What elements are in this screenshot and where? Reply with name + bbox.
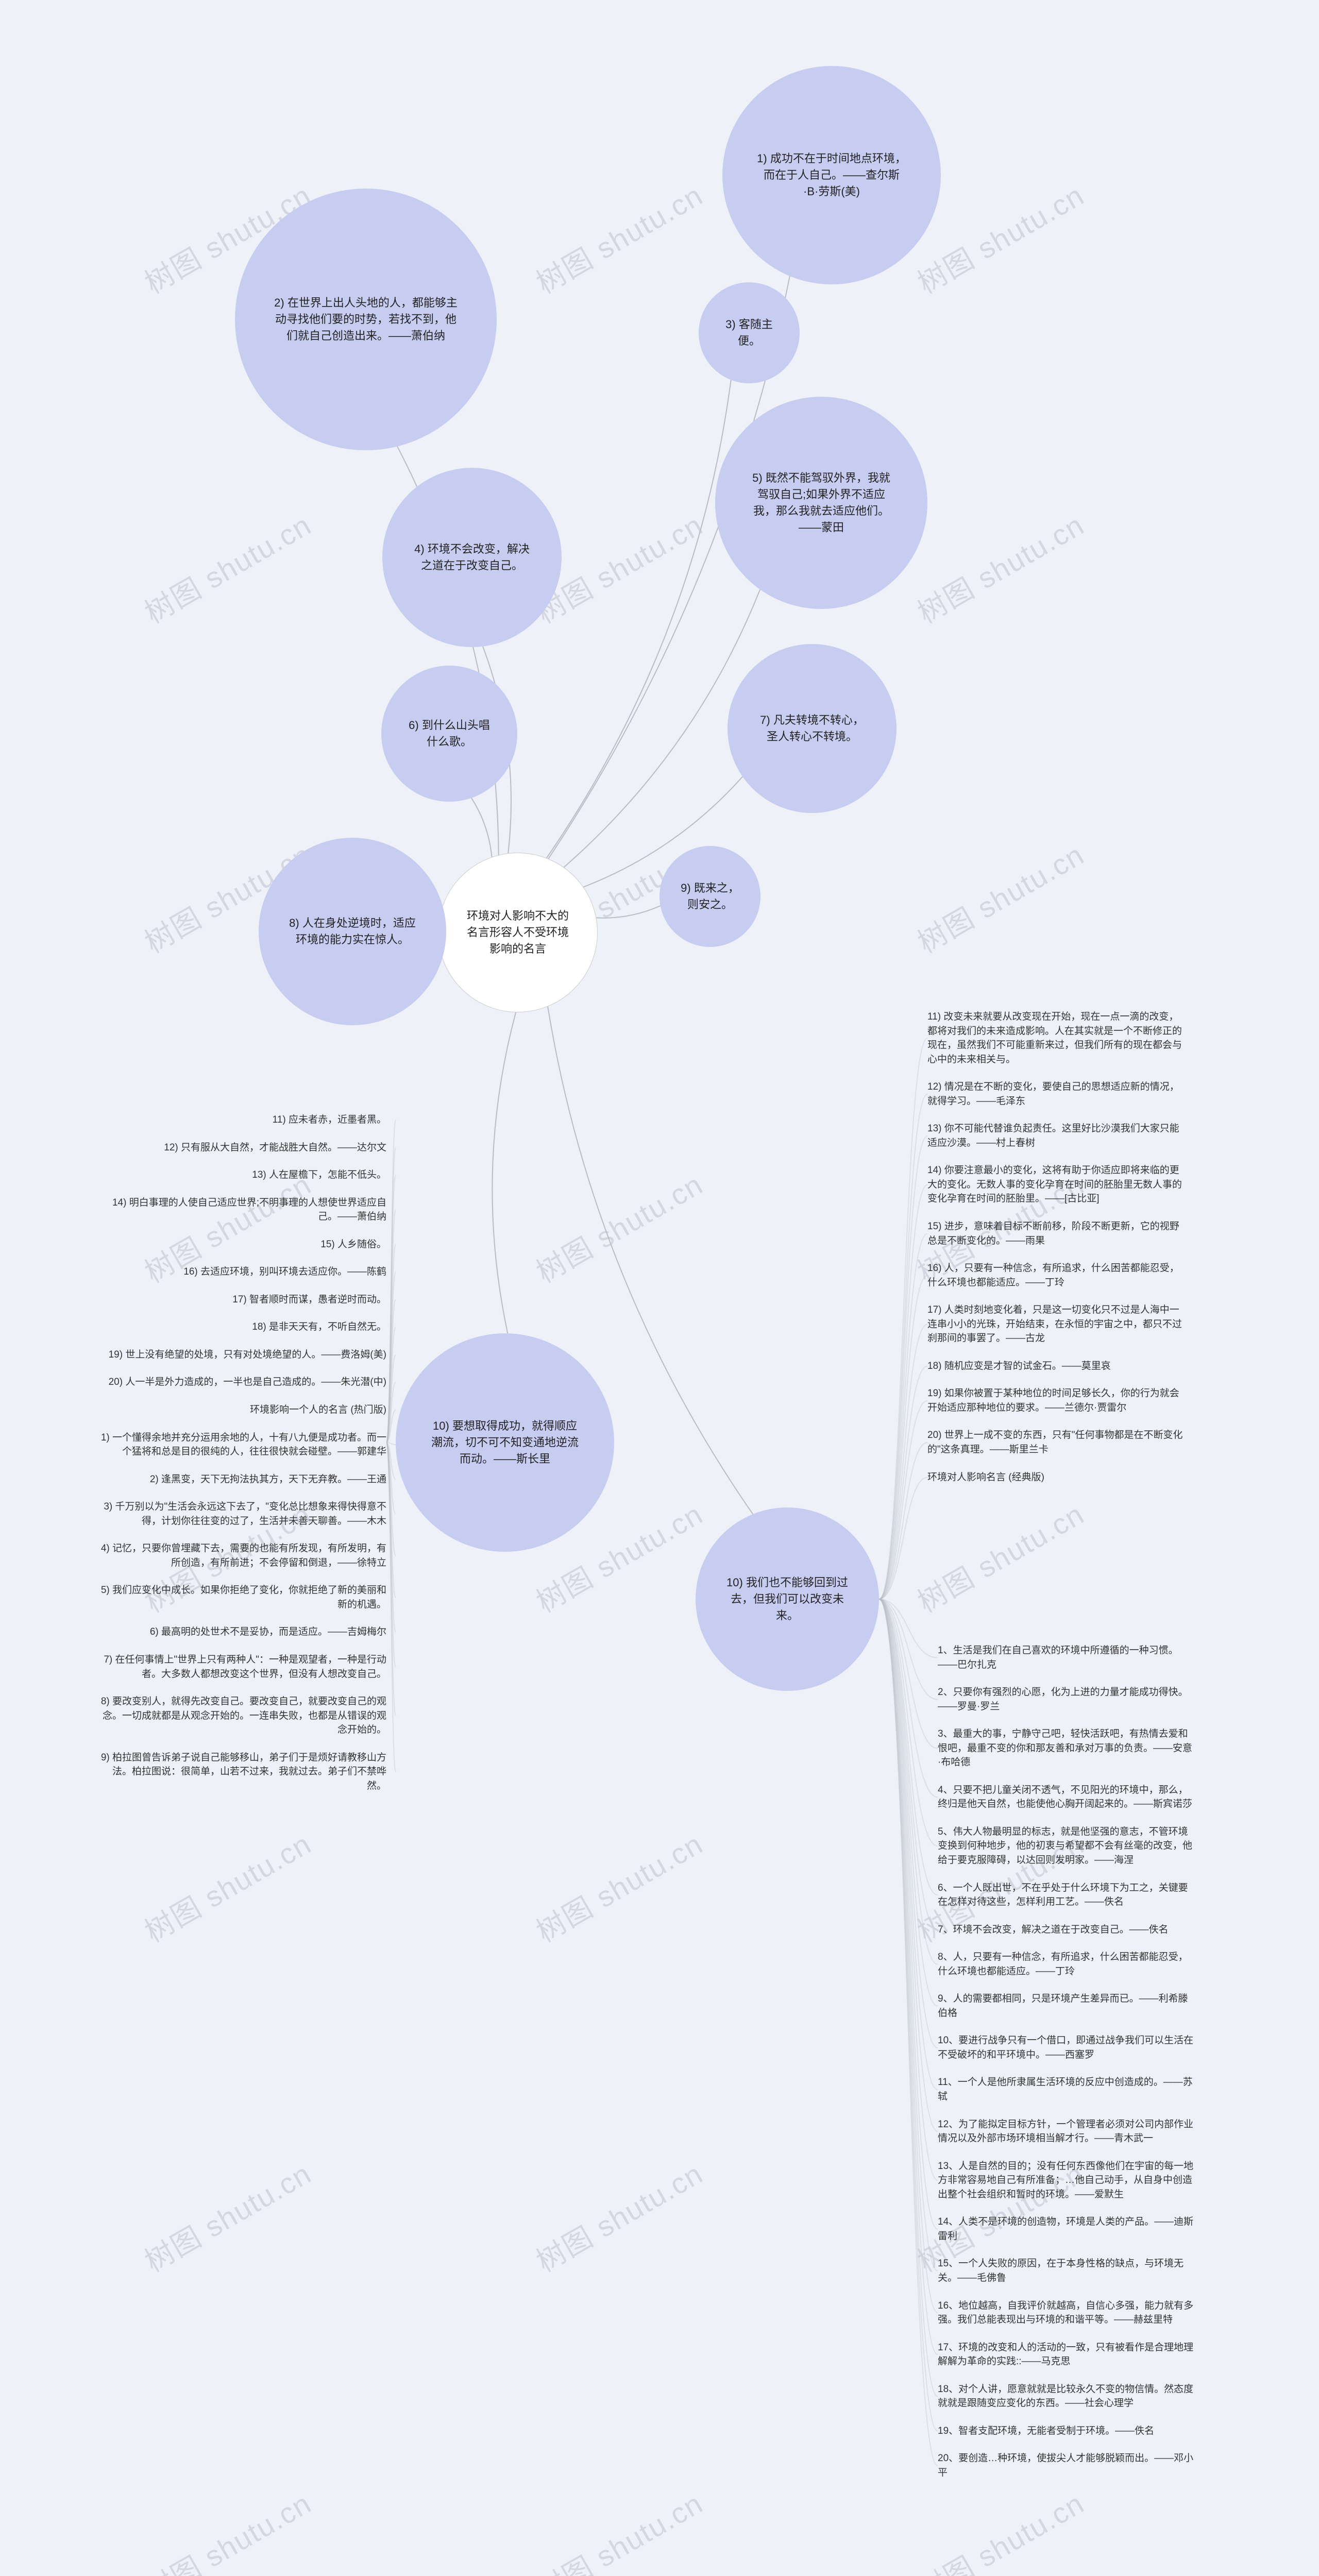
list-item: 6) 最高明的处世术不是妥协，而是适应。——吉姆梅尔 [98,1625,386,1639]
topic-bubble: 4) 环境不会改变，解决之道在于改变自己。 [382,468,562,647]
topic-bubble-text: 9) 既来之，则安之。 [680,880,739,913]
topic-bubble: 8) 人在身处逆境时，适应环境的能力实在惊人。 [259,838,446,1025]
topic-bubble: 1) 成功不在于时间地点环境，而在于人自己。——查尔斯·B·劳斯(美) [722,66,941,284]
list-item: 17、环境的改变和人的活动的一致，只有被看作是合理地理解解为革命的实践::——马… [938,2341,1195,2369]
list-item: 3) 千万别以为"生活会永远这下去了，"变化总比想象来得快得意不得，计划你往往变… [98,1500,386,1528]
list-item: 11) 应未者赤，近墨者黑。 [98,1113,386,1127]
topic-bubble: 3) 客随主便。 [699,282,800,383]
list-connector [879,1599,938,2180]
list-item: 17) 智者顺时而谋，愚者逆时而动。 [98,1293,386,1307]
mindmap-stage: { "canvas": { "width": 2560, "height": 5… [0,0,1319,2576]
list-connector [879,1599,938,2131]
topic-bubble: 5) 既然不能驾驭外界，我就驾驭自己;如果外界不适应我，那么我就去适应他们。——… [715,397,927,609]
list-item: 环境影响一个人的名言 (热门版) [98,1403,386,1417]
list-item: 18) 是非天天有，不听自然无。 [98,1320,386,1334]
list-item: 12、为了能拟定目标方针，一个管理者必须对公司内部作业情况以及外部市场环境相当解… [938,2117,1195,2146]
list-item: 19、智者支配环境，无能者受制于环境。——佚名 [938,2424,1195,2438]
list-item: 15) 人乡随俗。 [98,1238,386,1252]
list-item: 13) 人在屋檐下，怎能不低头。 [98,1168,386,1182]
left-column: 11) 应未者赤，近墨者黑。 12) 只有服从大自然，才能战胜大自然。——达尔文 1… [98,1113,386,1806]
list-item: 14、人类不是环境的创造物，环境是人类的产品。——迪斯雷利 [938,2215,1195,2243]
link-curve [471,798,492,857]
list-connector [879,1366,927,1599]
list-item: 3、最重大的事，宁静守己吧，轻快活跃吧，有热情去爱和恨吧，最重不变的你和那友善和… [938,1727,1195,1770]
list-item: 16) 去适应环境，别叫环境去适应你。——陈鹤 [98,1265,386,1279]
topic-bubble-text: 7) 凡夫转境不转心，圣人转心不转境。 [756,712,868,745]
center-topic: 环境对人影响不大的名言形容人不受环境影响的名言 [438,853,598,1012]
topic-bubble-text: 10) 我们也不能够回到过去，但我们可以改变未来。 [725,1574,849,1624]
topic-bubble-text: 6) 到什么山头唱什么歌。 [406,717,493,750]
list-item: 4) 记忆，只要你曾埋藏下去，需要的也能有所发现，有所发明，有所创造，有所前进；… [98,1541,386,1570]
list-item: 20) 人一半是外力造成的，一半也是自己造成的。——朱光潜(中) [98,1375,386,1389]
list-item: 9、人的需要都相同，只是环境产生差异而已。——利希滕伯格 [938,1992,1195,2020]
list-item: 14) 你要注意最小的变化，这将有助于你适应即将来临的更大的变化。无数人事的变化… [927,1163,1185,1206]
list-item: 9) 柏拉图曾告诉弟子说自己能够移山，弟子们于是烦好请教移山方法。柏拉图说：很简… [98,1751,386,1793]
list-connector [879,1599,938,2354]
link-curve [596,906,660,918]
list-item: 18) 随机应变是才智的试金石。——莫里哀 [927,1359,1185,1374]
list-item: 18、对个人讲，愿意就就是比较永久不变的物信情。然态度就就是跟随变应变化的东西。… [938,2382,1195,2411]
list-item: 10、要进行战争只有一个借口，即通过战争我们可以生活在不受破坏的和平环境中。——… [938,2033,1195,2062]
list-item: 16、地位越高，自我评价就越高，自信心多强，能力就有多强。我们总能表现出与环境的… [938,2299,1195,2327]
list-item: 17) 人类时刻地变化着，只是这一切变化只不过是人海中一连串小小的光珠，开始结束… [927,1303,1185,1346]
list-connector [879,1234,927,1599]
list-item: 19) 如果你被置于某种地位的时间足够长久，你的行为就会开始适应那种地位的要求。… [927,1386,1185,1415]
topic-bubble-text: 5) 既然不能驾驭外界，我就驾驭自己;如果外界不适应我，那么我就去适应他们。——… [748,470,894,536]
topic-bubble: 7) 凡夫转境不转心，圣人转心不转境。 [728,644,897,813]
list-item: 8) 要改变别人，就得先改变自己。要改变自己，就要改变自己的观念。一切成就都是从… [98,1694,386,1737]
right-column-a: 11) 改变未来就要从改变现在开始，现在一点一滴的改变，都将对我们的未来造成影响… [927,1010,1185,1498]
list-item: 14) 明白事理的人使自己适应世界;不明事理的人想使世界适应自己。——萧伯纳 [98,1196,386,1224]
list-item: 环境对人影响名言 (经典版) [927,1470,1185,1485]
list-item: 7) 在任何事情上"世界上只有两种人"：一种是观望者，一种是行动者。大多数人都想… [98,1653,386,1681]
list-item: 12) 情况是在不断的变化，要使自己的思想适应新的情况，就得学习。——毛泽东 [927,1080,1185,1108]
list-item: 2) 逢黑变，天下无拘法执其方，天下无弃教。——王通 [98,1472,386,1487]
list-item: 1、生活是我们在自己喜欢的环境中所遵循的一种习惯。——巴尔扎克 [938,1643,1195,1672]
topic-bubble-text: 10) 要想取得成功，就得顺应潮流，切不可不知变通地逆流而动。——斯长里 [429,1418,580,1467]
list-item: 5、伟大人物最明显的标志，就是他坚强的意志，不管环境变换到何种地步，他的初衷与希… [938,1825,1195,1868]
list-item: 16) 人，只要有一种信念，有所追求，什么困苦都能忍受，什么环境也都能适应。——… [927,1261,1185,1290]
list-item: 7、环境不会改变，解决之道在于改变自己。——佚名 [938,1923,1195,1937]
list-item: 6、一个人既出世，不在乎处于什么环境下为工之，关键要在怎样对待这些，怎样利用工艺… [938,1881,1195,1909]
list-item: 15) 进步，意味着目标不断前移，阶段不断更新，它的视野总是不断变化的。——雨果 [927,1219,1185,1248]
list-item: 5) 我们应变化中成长。如果你拒绝了变化，你就拒绝了新的美丽和新的机遇。 [98,1583,386,1612]
link-curve [492,1012,516,1333]
list-item: 19) 世上没有绝望的处境，只有对处境绝望的人。——费洛姆(美) [98,1348,386,1362]
topic-bubble: 10) 我们也不能够回到过去，但我们可以改变未来。 [696,1507,879,1691]
topic-bubble-text: 1) 成功不在于时间地点环境，而在于人自己。——查尔斯·B·劳斯(美) [756,150,907,200]
list-item: 13、人是自然的目的；没有任何东西像他们在宇宙的每一地方非常容易地自己有所准备；… [938,2159,1195,2202]
topic-bubble-text: 3) 客随主便。 [719,316,779,349]
list-item: 20、要创造…种环境，使拔尖人才能够脱颖而出。——邓小平 [938,2451,1195,2480]
list-item: 12) 只有服从大自然，才能战胜大自然。——达尔文 [98,1141,386,1155]
center-topic-text: 环境对人影响不大的名言形容人不受环境影响的名言 [466,908,570,957]
list-item: 11) 改变未来就要从改变现在开始，现在一点一滴的改变，都将对我们的未来造成影响… [927,1010,1185,1066]
topic-bubble: 9) 既来之，则安之。 [660,846,760,947]
list-item: 4、只要不把儿童关闭不透气，不见阳光的环境中，那么，终归是他天自然，也能使他心胸… [938,1783,1195,1811]
topic-bubble: 6) 到什么山头唱什么歌。 [381,666,517,802]
topic-bubble-text: 4) 环境不会改变，解决之道在于改变自己。 [412,541,532,574]
topic-bubble: 10) 要想取得成功，就得顺应潮流，切不可不知变通地逆流而动。——斯长里 [396,1333,614,1552]
list-connector [879,1599,938,2229]
list-connector [879,1136,927,1599]
list-connector [879,1038,927,1599]
list-item: 8、人，只要有一种信念，有所追求，什么困苦都能忍受，什么环境也都能适应。——丁玲 [938,1950,1195,1978]
right-column-b: 1、生活是我们在自己喜欢的环境中所遵循的一种习惯。——巴尔扎克 2、只要你有强烈的… [938,1643,1195,2493]
link-curve [547,380,731,858]
list-item: 13) 你不可能代替谁负起责任。这里好比沙漠我们大家只能适应沙漠。——村上春树 [927,1122,1185,1150]
topic-bubble-text: 8) 人在身处逆境时，适应环境的能力实在惊人。 [289,915,416,948]
topic-bubble: 2) 在世界上出人头地的人，都能够主动寻找他们要的时势，若找不到，他们就自己创造… [235,189,497,450]
list-item: 15、一个人失败的原因，在于本身性格的缺点，与环境无关。——毛佛鲁 [938,2257,1195,2285]
list-item: 2、只要你有强烈的心愿，化为上进的力量才能成功得快。——罗曼·罗兰 [938,1685,1195,1714]
list-item: 20) 世界上一成不变的东西，只有"任何事物都是在不断变化的"这条真理。——斯里… [927,1428,1185,1456]
topic-bubble-text: 2) 在世界上出人头地的人，都能够主动寻找他们要的时势，若找不到，他们就自己创造… [274,295,459,344]
list-item: 11、一个人是他所隶属生活环境的反应中创造成的。——苏轼 [938,2075,1195,2104]
list-item: 1) 一个懂得余地并充分运用余地的人，十有八九便是成功者。而一个猛将和总是目的很… [98,1431,386,1459]
